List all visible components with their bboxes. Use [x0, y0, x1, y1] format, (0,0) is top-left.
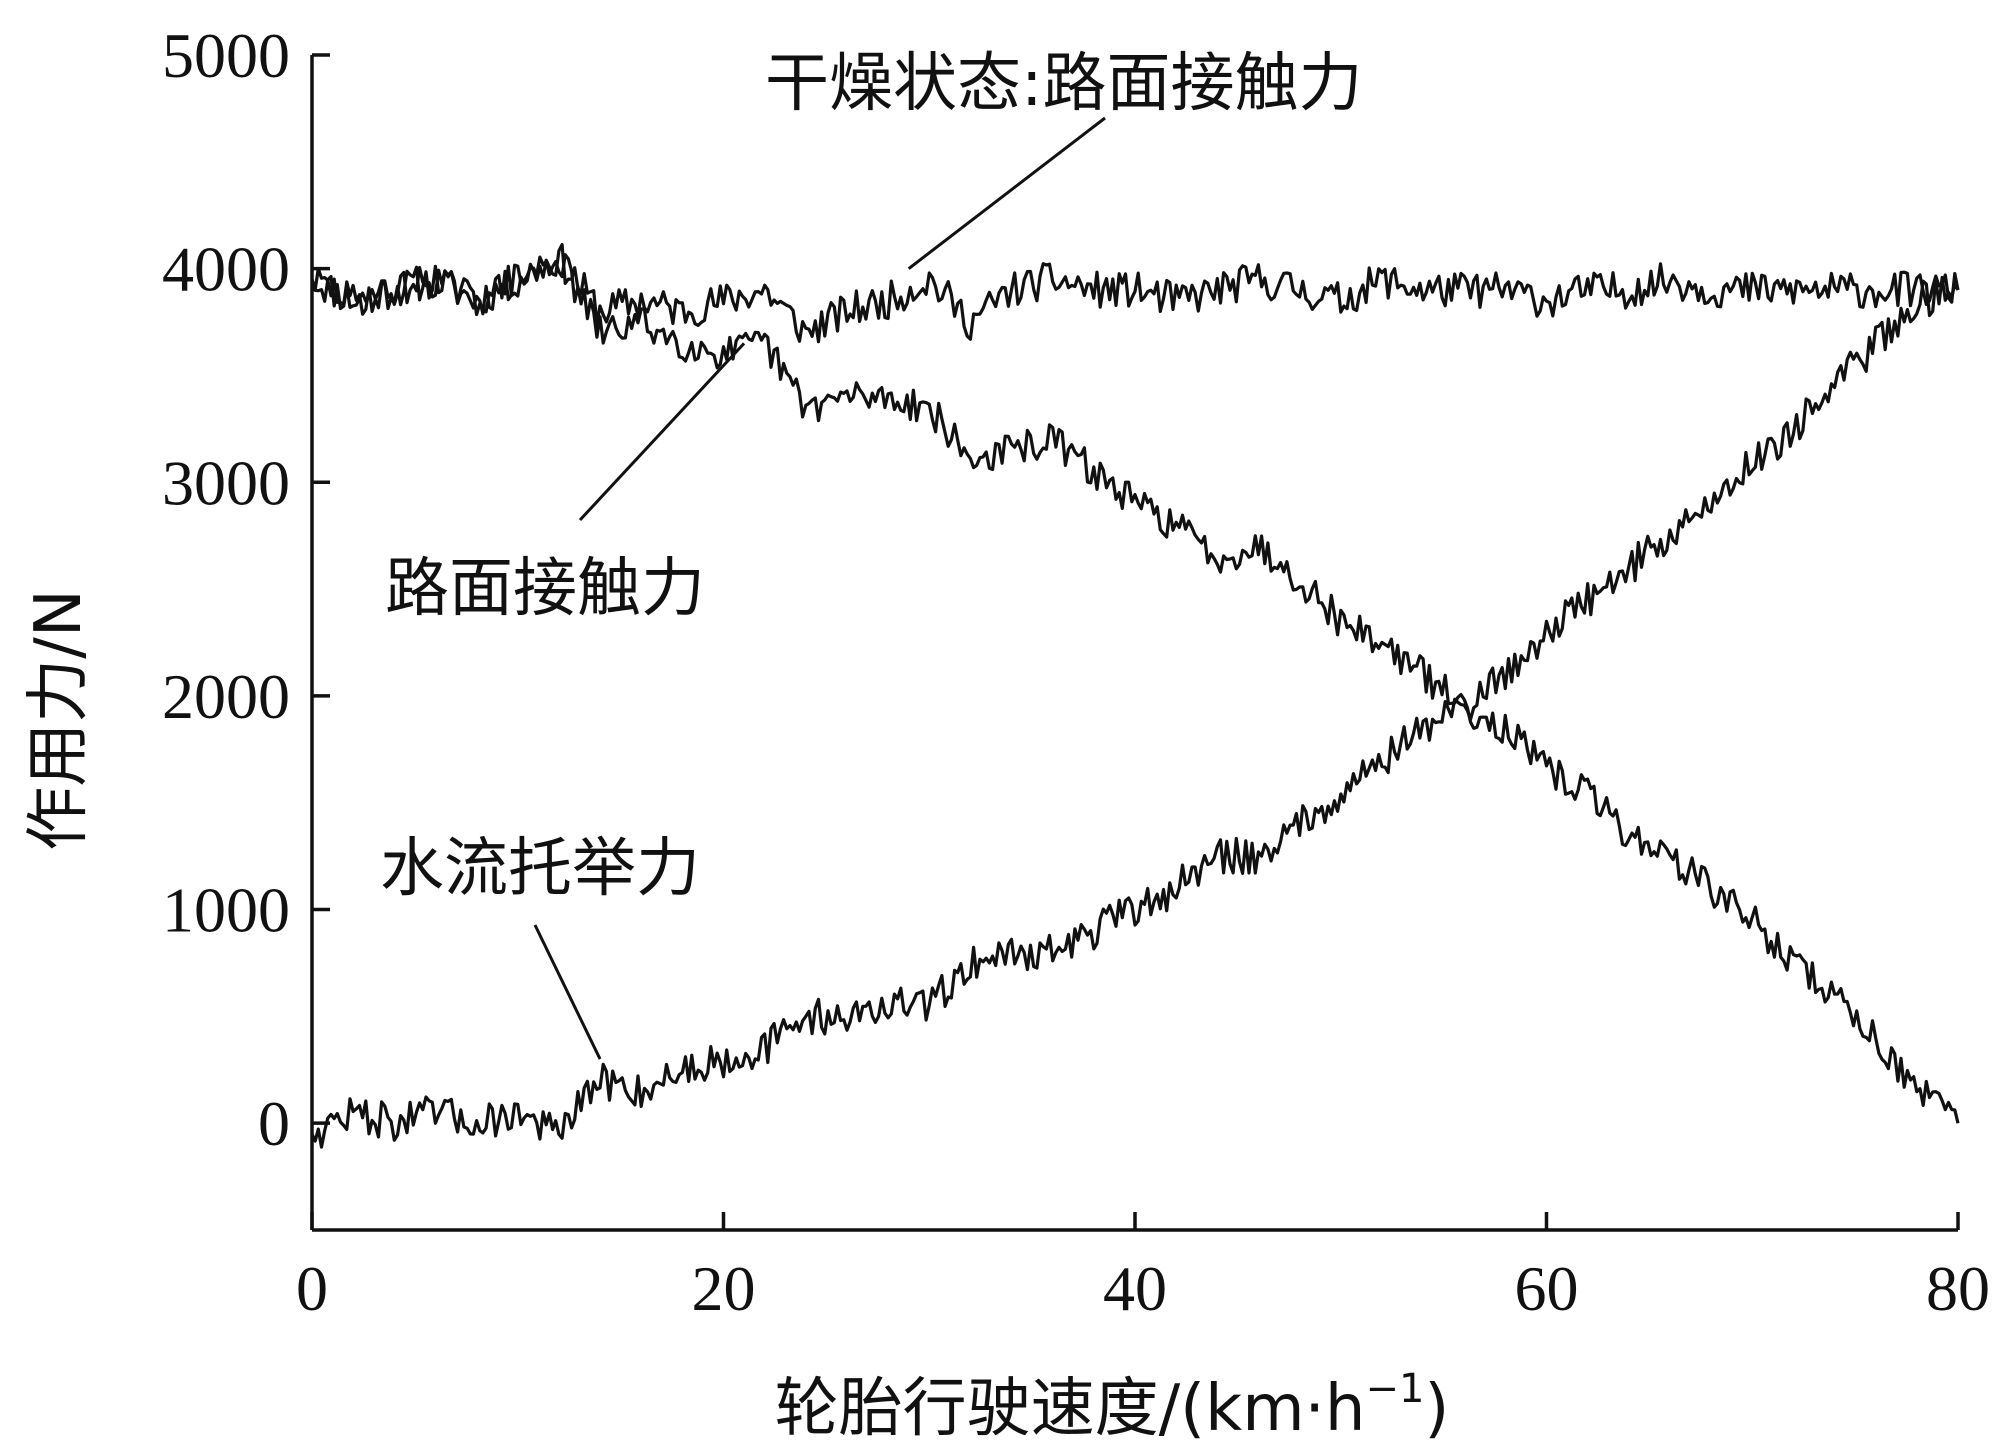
axes — [310, 55, 1958, 1232]
series-line-lift — [310, 275, 1960, 1149]
y-tick-label: 0 — [258, 1088, 290, 1159]
x-axis-title-main: 轮胎行驶速度/(km·h — [775, 1372, 1366, 1446]
x-axis-title: 轮胎行驶速度/(km·h−1) — [775, 1366, 1450, 1446]
series-group — [310, 243, 1960, 1149]
series-line-dry — [310, 243, 1960, 344]
x-tick-label: 60 — [1515, 1253, 1579, 1324]
x-tick-label: 0 — [296, 1253, 328, 1324]
x-tick-label: 20 — [692, 1253, 756, 1324]
y-tick-label: 1000 — [162, 875, 290, 946]
leader-dry — [907, 116, 1106, 270]
x-axis-title-close: ) — [1424, 1372, 1449, 1446]
y-tick-label: 4000 — [162, 234, 290, 305]
x-axis-title-exponent: −1 — [1365, 1366, 1424, 1412]
ticks: 0 1000 2000 3000 4000 5000 0 20 40 60 80 — [162, 20, 1990, 1324]
y-tick-label: 2000 — [162, 661, 290, 732]
annotation-lift: 水流托举力 — [380, 832, 700, 906]
annotation-contact: 路面接触力 — [385, 552, 705, 626]
y-axis-title: 作用力/N — [22, 589, 96, 850]
leader-lift — [533, 924, 602, 1060]
leader-contact — [578, 342, 746, 522]
y-tick-label: 3000 — [162, 447, 290, 518]
series-line-contact — [310, 253, 1960, 1124]
annotation-leaders — [533, 116, 1106, 1060]
x-tick-label: 80 — [1926, 1253, 1990, 1324]
annotation-dry: 干燥状态:路面接触力 — [765, 47, 1363, 121]
y-tick-label: 5000 — [162, 20, 290, 91]
x-tick-label: 40 — [1103, 1253, 1167, 1324]
